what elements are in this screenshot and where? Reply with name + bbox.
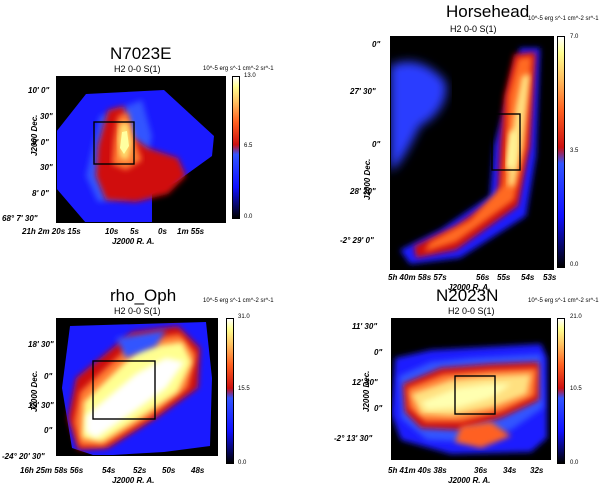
- x-tick: 5h 40m 58s 57s: [388, 273, 447, 282]
- colorbar-unit: 10^-5 erg s^-1 cm^-2 sr^-1: [528, 16, 599, 22]
- x-axis-label: J2000 R. A.: [448, 476, 491, 485]
- y-tick: 30": [40, 112, 53, 121]
- y-axis-label: J2000 Dec.: [30, 114, 39, 156]
- panel-title: N7023E: [110, 44, 172, 63]
- y-tick: 0": [374, 404, 383, 413]
- aperture-box: [93, 121, 135, 165]
- y-tick: 0": [44, 426, 53, 435]
- colorbar-unit: 10^-5 erg s^-1 cm^-2 sr^-1: [528, 298, 599, 304]
- y-tick: 8' 0": [32, 189, 49, 198]
- y-tick: 27' 30": [350, 87, 376, 96]
- x-tick: 32s: [530, 466, 544, 475]
- x-tick: 10s: [105, 227, 119, 236]
- cbar-tick-mid: 10.5: [570, 386, 582, 392]
- panel-title: rho_Oph: [110, 286, 177, 305]
- x-tick: 0s: [158, 227, 167, 236]
- aperture-box: [491, 113, 521, 171]
- emission-map: [56, 76, 226, 223]
- x-axis-label: J2000 R. A.: [112, 476, 155, 485]
- cbar-tick-mid: 3.5: [570, 148, 579, 154]
- x-tick: 55s: [497, 273, 511, 282]
- x-tick: 54s: [521, 273, 535, 282]
- y-tick: 0": [44, 372, 53, 381]
- cbar-tick-mid: 6.5: [244, 143, 253, 149]
- y-tick: -2° 13' 30": [334, 434, 373, 443]
- colorbar: [557, 318, 565, 464]
- cbar-tick-max: 31.0: [238, 314, 250, 320]
- cbar-tick-max: 13.0: [244, 73, 256, 79]
- x-tick: 36s: [474, 466, 488, 475]
- x-tick: 5h 41m 40s 38s: [388, 466, 447, 475]
- colorbar-unit: 10^-5 erg s^-1 cm^-2 sr^-1: [203, 66, 274, 72]
- colorbar-unit: 10^-5 erg s^-1 cm^-2 sr^-1: [203, 298, 274, 304]
- colorbar: [557, 36, 565, 268]
- aperture-box: [92, 360, 156, 420]
- y-axis-label: J2000 Dec.: [30, 370, 39, 412]
- x-tick: 52s: [133, 466, 147, 475]
- cbar-tick-min: 0.0: [238, 460, 247, 466]
- x-tick: 48s: [191, 466, 205, 475]
- cbar-tick-max: 7.0: [570, 34, 579, 40]
- y-axis-label: J2000 Dec.: [363, 158, 372, 200]
- y-tick: 68° 7' 30": [2, 214, 38, 223]
- x-tick: 56s: [476, 273, 490, 282]
- y-tick: 30": [40, 163, 53, 172]
- x-tick: 1m 55s: [177, 227, 205, 236]
- aperture-box: [454, 375, 496, 415]
- colorbar: [232, 76, 240, 219]
- y-tick: 10' 0": [28, 86, 50, 95]
- cbar-tick-min: 0.0: [570, 460, 579, 466]
- x-tick: 34s: [503, 466, 517, 475]
- x-axis-label: J2000 R. A.: [112, 237, 155, 246]
- panel-subtitle: H2 0-0 S(1): [450, 24, 497, 34]
- emission-map: [56, 318, 218, 456]
- panel-title: Horsehead: [446, 2, 530, 21]
- emission-map: [390, 36, 554, 270]
- colorbar: [226, 318, 234, 464]
- x-tick: 5s: [130, 227, 139, 236]
- y-tick: 0": [372, 140, 381, 149]
- x-axis-label: J2000 R. A.: [448, 283, 491, 292]
- y-tick: 0": [374, 348, 383, 357]
- y-axis-label: J2000 Dec.: [362, 370, 371, 412]
- panel-title: N2023N: [436, 286, 499, 305]
- panel-subtitle: H2 0-0 S(1): [448, 306, 495, 316]
- cbar-tick-min: 0.0: [570, 262, 579, 268]
- x-tick: 53s: [543, 273, 557, 282]
- cbar-tick-min: 0.0: [244, 214, 253, 220]
- y-tick: 12' 30": [352, 378, 378, 387]
- emission-map: [391, 318, 551, 460]
- x-tick: 21h 2m 20s 15s: [22, 227, 81, 236]
- cbar-tick-mid: 15.5: [238, 386, 250, 392]
- y-tick: 11' 30": [352, 322, 378, 331]
- y-tick: 9' 0": [32, 138, 49, 147]
- y-tick: 19' 30": [28, 401, 54, 410]
- x-tick: 50s: [162, 466, 176, 475]
- panel-subtitle: H2 0-0 S(1): [114, 306, 161, 316]
- cbar-tick-max: 21.0: [570, 314, 582, 320]
- y-tick: 28' 30": [350, 187, 376, 196]
- x-tick: 54s: [102, 466, 116, 475]
- y-tick: 18' 30": [28, 340, 54, 349]
- y-tick: 0": [372, 40, 381, 49]
- y-tick: -2° 29' 0": [340, 236, 374, 245]
- panel-subtitle: H2 0-0 S(1): [114, 64, 161, 74]
- x-tick: 16h 25m 58s 56s: [20, 466, 84, 475]
- y-tick: -24° 20' 30": [2, 452, 45, 461]
